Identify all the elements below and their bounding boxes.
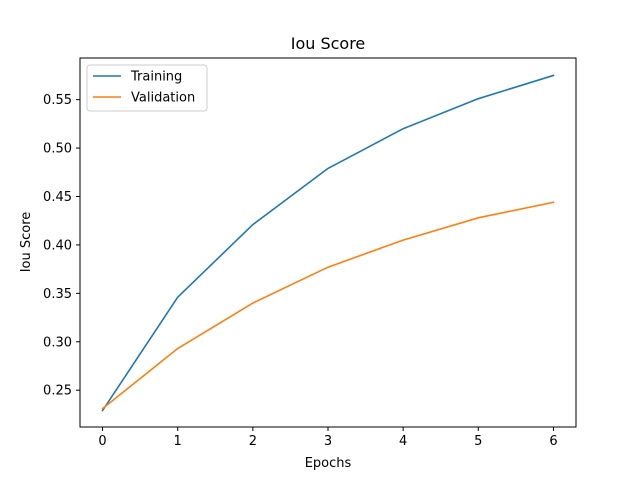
x-tick-label: 1 — [174, 434, 182, 449]
series-group — [101, 74, 555, 412]
y-tick-label: 0.50 — [43, 142, 72, 157]
legend-label-validation: Validation — [131, 91, 195, 106]
x-tick-label: 5 — [474, 434, 482, 449]
y-axis: 0.25 0.30 0.35 0.40 0.45 0.50 0.55 — [43, 93, 80, 399]
y-tick-label: 0.35 — [43, 287, 72, 302]
legend: Training Validation — [86, 64, 208, 112]
x-tick-label: 3 — [324, 434, 332, 449]
legend-label-training: Training — [130, 70, 182, 85]
y-axis-label: Iou Score — [19, 212, 34, 273]
x-axis-label: Epochs — [305, 456, 352, 471]
x-axis: 0 1 2 3 4 5 6 — [98, 427, 558, 449]
x-tick-label: 6 — [549, 434, 557, 449]
y-tick-label: 0.30 — [43, 335, 72, 350]
plot-frame — [79, 57, 577, 428]
y-tick-label: 0.25 — [43, 384, 72, 399]
series-line-training — [101, 74, 555, 412]
y-tick-label: 0.40 — [43, 238, 72, 253]
chart-title: Iou Score — [291, 34, 366, 53]
series-line-validation — [101, 201, 555, 410]
x-tick-label: 0 — [98, 434, 106, 449]
y-tick-label: 0.55 — [43, 93, 72, 108]
x-tick-label: 2 — [249, 434, 257, 449]
x-tick-label: 4 — [399, 434, 407, 449]
y-tick-label: 0.45 — [43, 190, 72, 205]
